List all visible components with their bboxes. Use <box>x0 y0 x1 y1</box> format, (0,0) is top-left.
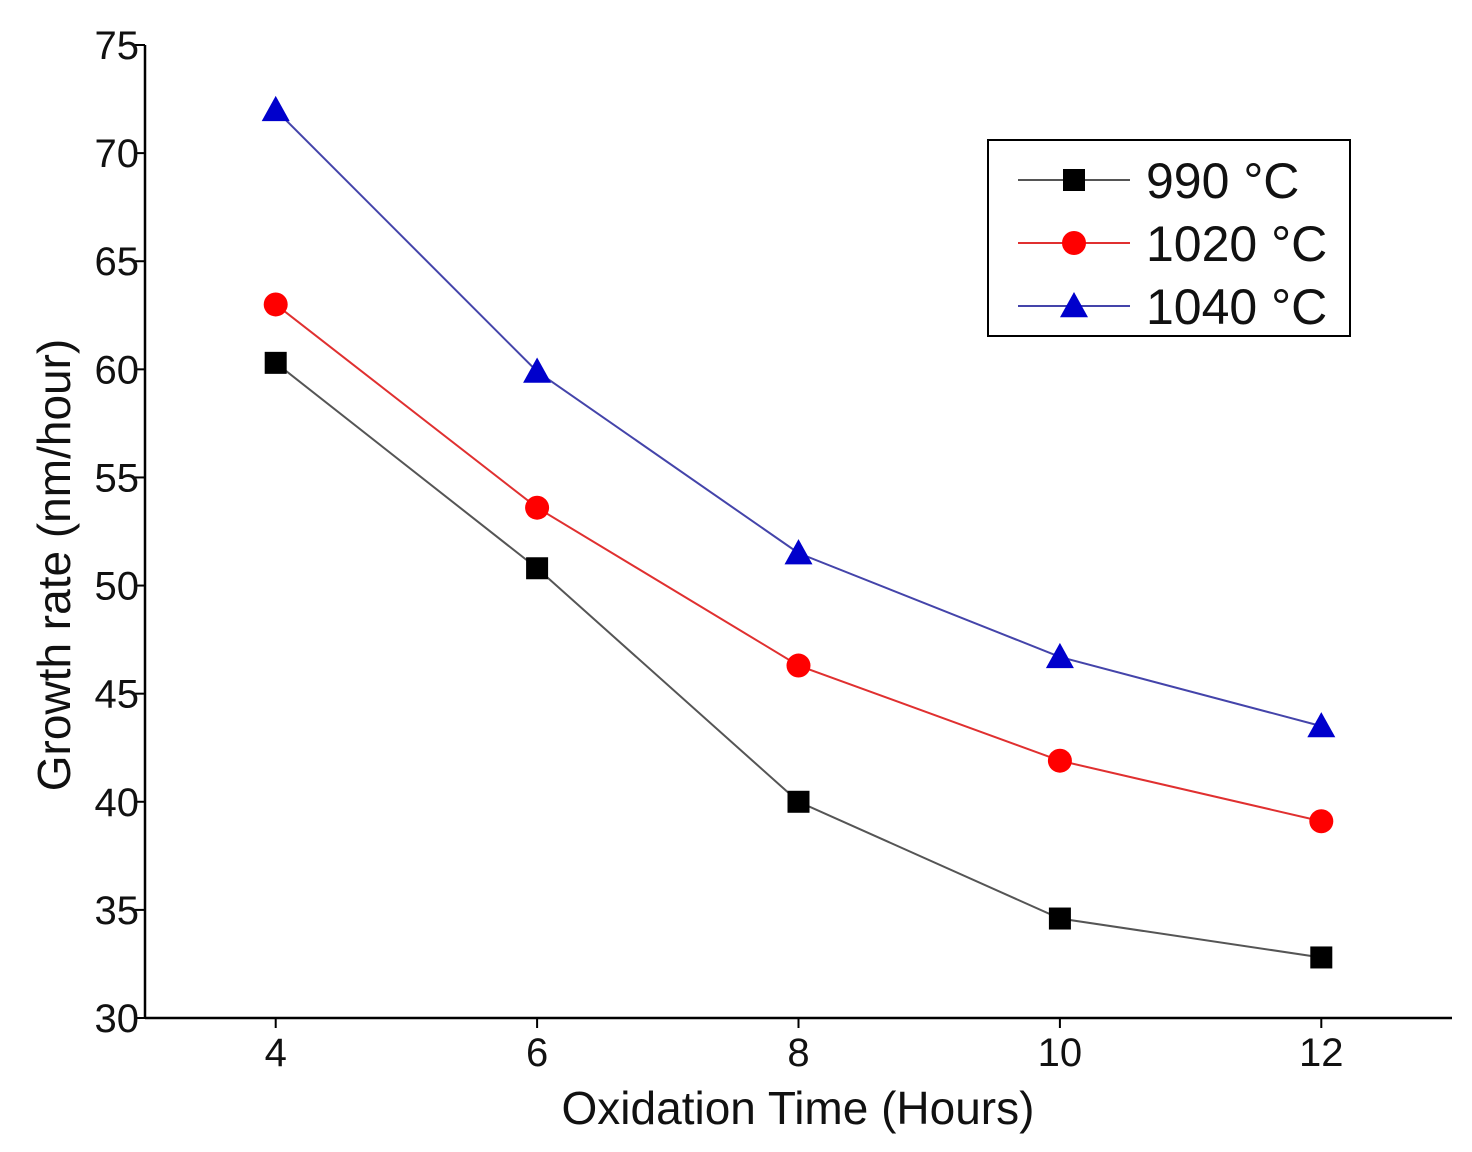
data-point-990c <box>787 790 810 813</box>
legend-box <box>987 139 1351 337</box>
x-tick-label: 4 <box>265 1031 287 1075</box>
y-tick-label: 55 <box>95 456 140 500</box>
data-point-1020c <box>263 292 288 317</box>
x-tick-label: 10 <box>1038 1031 1083 1075</box>
legend-marker-990c <box>1063 169 1085 191</box>
data-point-990c <box>1048 907 1071 930</box>
data-point-1040c <box>784 539 813 565</box>
legend: 990 °C 1020 °C 1040 °C <box>987 139 1351 337</box>
y-ticks: 30 35 40 45 50 55 60 65 70 75 <box>95 24 145 1041</box>
y-tick-label: 70 <box>95 132 140 176</box>
legend-marker-1040c <box>1060 292 1088 318</box>
data-point-1040c <box>261 95 290 122</box>
data-point-1040c <box>1307 712 1336 738</box>
data-point-1020c <box>525 495 550 520</box>
legend-label-1040c: 1040 °C <box>1146 279 1327 335</box>
y-tick-label: 35 <box>95 889 140 933</box>
data-point-1040c <box>1045 642 1074 669</box>
y-axis-title: Growth rate (nm/hour) <box>28 339 80 791</box>
legend-label-1020c: 1020 °C <box>1146 216 1327 272</box>
data-point-1040c <box>523 357 552 383</box>
y-tick-label: 30 <box>95 997 140 1041</box>
data-point-1020c <box>1047 748 1072 773</box>
y-tick-label: 60 <box>95 348 140 392</box>
y-tick-label: 65 <box>95 240 140 284</box>
y-tick-label: 45 <box>95 673 140 717</box>
legend-marker-1020c <box>1062 231 1086 255</box>
y-tick-label: 75 <box>95 24 140 68</box>
y-tick-label: 40 <box>95 781 140 825</box>
series-markers <box>261 95 1336 969</box>
data-point-990c <box>1310 946 1333 969</box>
y-tick-label: 50 <box>95 565 140 609</box>
legend-label-990c: 990 °C <box>1146 153 1299 209</box>
x-tick-label: 12 <box>1299 1031 1344 1075</box>
data-point-990c <box>264 351 287 374</box>
data-point-990c <box>526 557 549 580</box>
x-tick-label: 8 <box>787 1031 809 1075</box>
data-point-1020c <box>786 653 811 678</box>
x-ticks: 4 6 8 10 12 <box>265 1018 1344 1075</box>
x-axis-title: Oxidation Time (Hours) <box>562 1082 1035 1134</box>
x-tick-label: 6 <box>526 1031 548 1075</box>
data-point-1020c <box>1309 809 1334 834</box>
